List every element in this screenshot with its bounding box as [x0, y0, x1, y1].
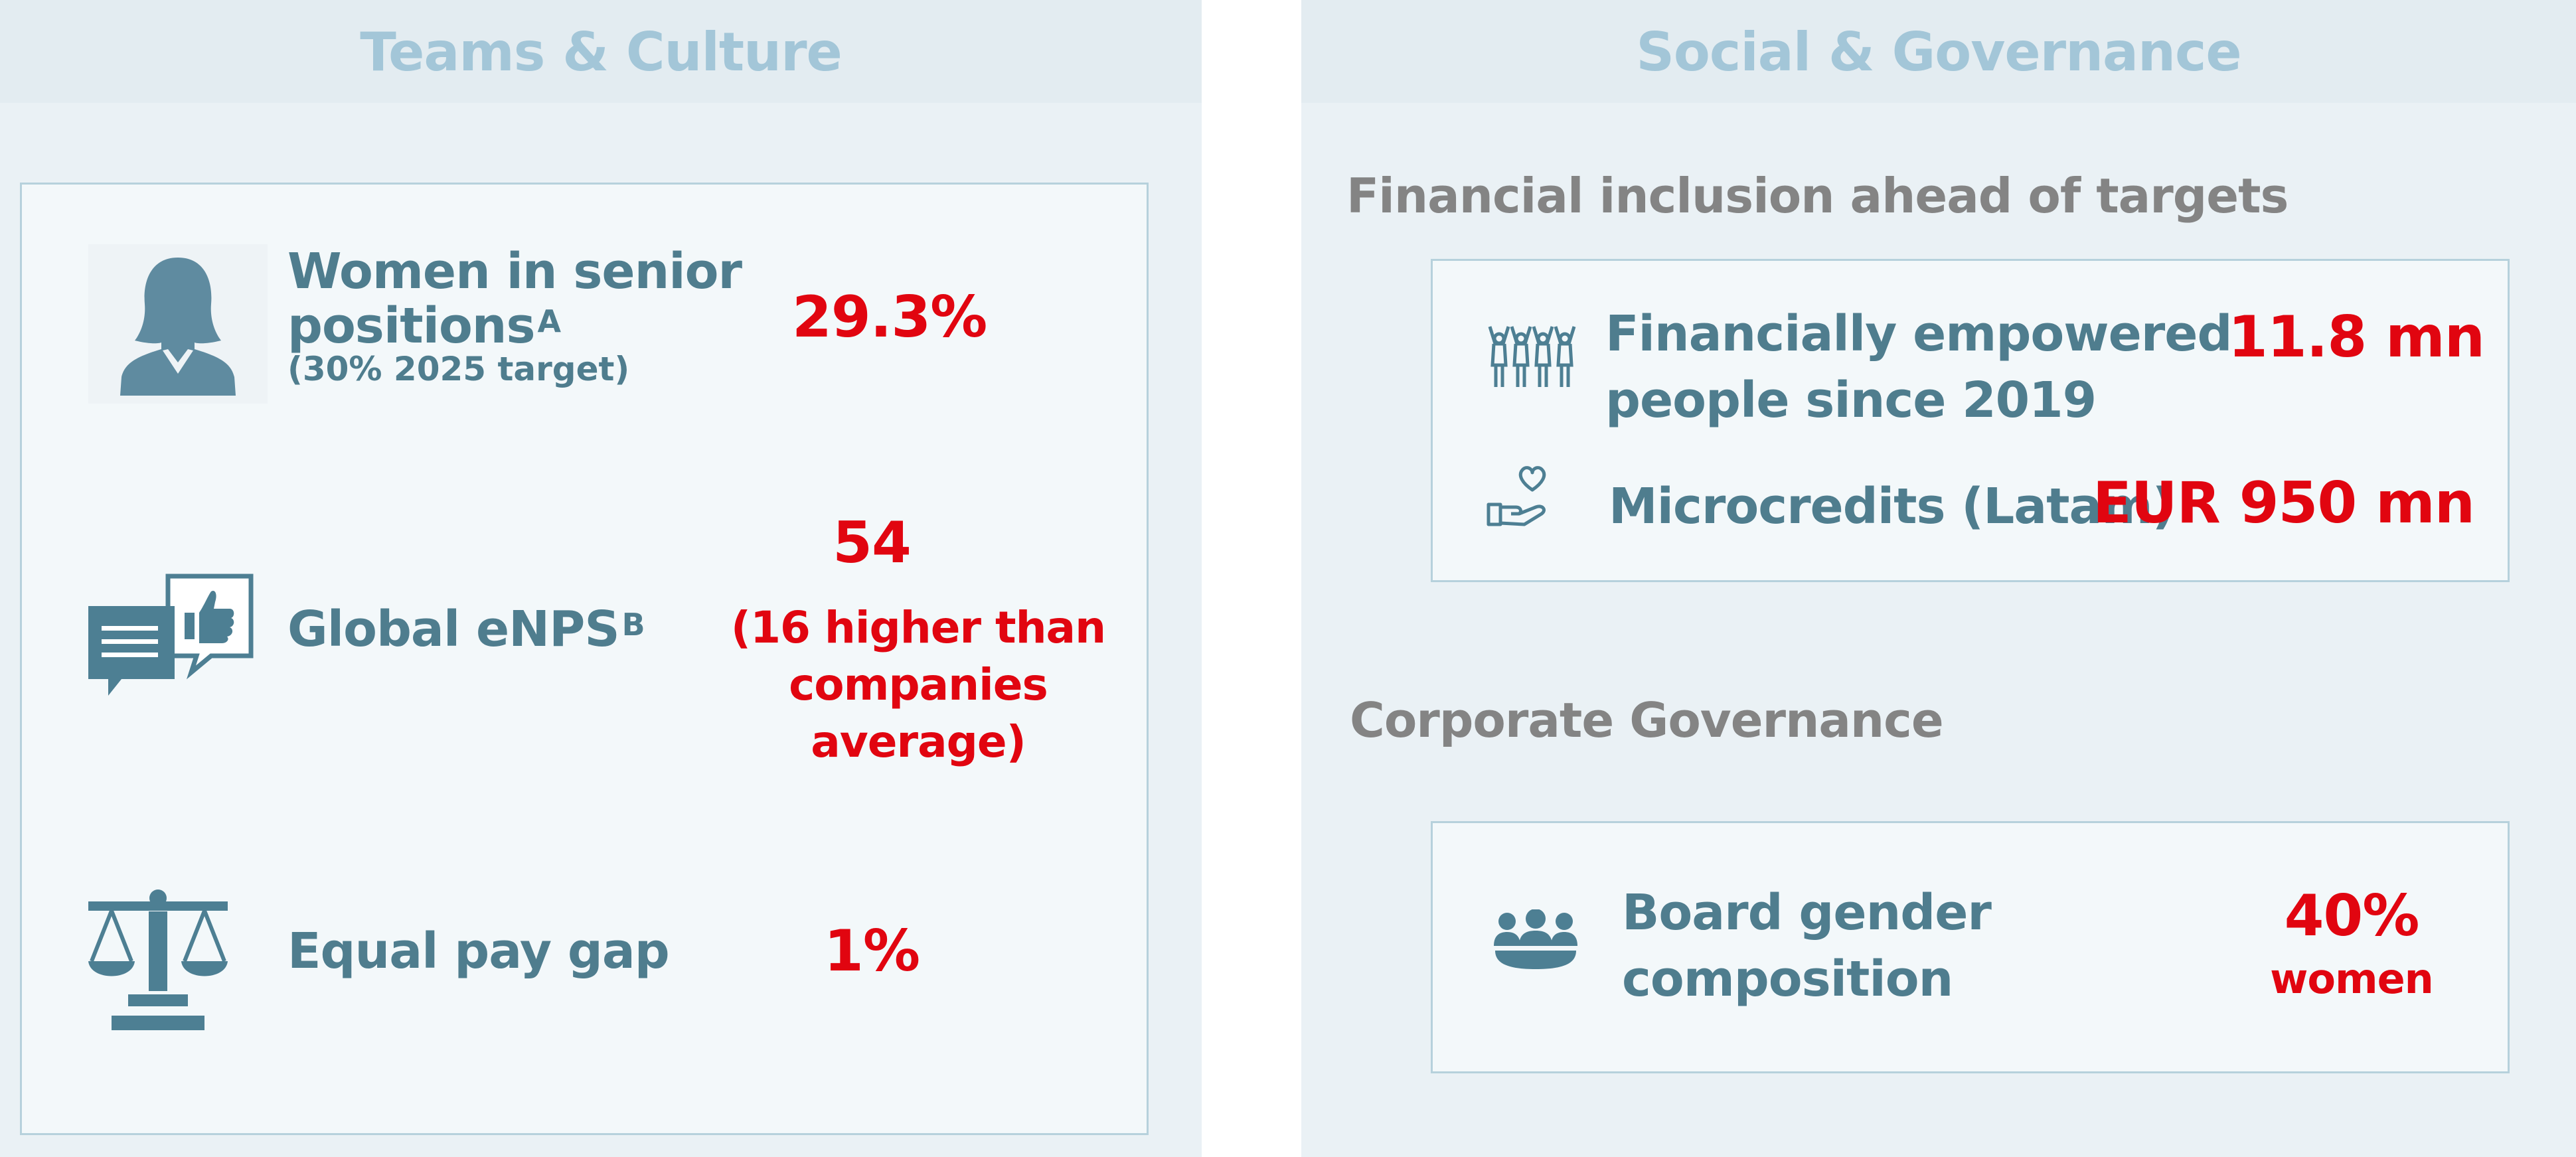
board-gender-line2: composition — [1622, 951, 1953, 1008]
scales-icon — [88, 889, 228, 1030]
enps-superscript: B — [621, 607, 645, 643]
financial-inclusion-title: Financial inclusion ahead of targets — [1346, 168, 2289, 224]
women-senior-superscript: A — [537, 303, 562, 340]
board-gender-label: Board gender composition — [1622, 880, 1992, 1012]
teams-culture-title: Teams & Culture — [0, 0, 1202, 103]
women-senior-value: 29.3% — [792, 284, 987, 350]
teams-culture-box: Women in senior positionsA (30% 2025 tar… — [20, 183, 1149, 1135]
microcredits-value: EUR 950 mn — [2092, 470, 2475, 536]
financially-empowered-label: Financially empowered people since 2019 — [1605, 301, 2232, 433]
board-gender-line1: Board gender — [1622, 884, 1992, 941]
equal-pay-value: 1% — [823, 918, 920, 984]
women-senior-label: Women in senior positionsA — [287, 244, 742, 353]
financially-empowered-line2: people since 2019 — [1605, 372, 2097, 429]
board-gender-value-note: women — [2270, 955, 2434, 1003]
enps-value-note: (16 higher than companies average) — [692, 599, 1144, 771]
corporate-governance-title: Corporate Governance — [1350, 692, 1944, 748]
enps-value: 54 — [833, 510, 912, 576]
board-gender-value: 40% — [2284, 883, 2420, 949]
speech-thumbs-up-icon — [88, 574, 254, 696]
enps-label-text: Global eNPS — [287, 601, 620, 658]
corporate-governance-box: Board gender composition 40% women — [1431, 821, 2510, 1073]
group-meeting-icon — [1494, 909, 1577, 969]
social-governance-panel: Social & Governance Financial inclusion … — [1301, 0, 2576, 1157]
financially-empowered-value: 11.8 mn — [2228, 304, 2485, 370]
equal-pay-label: Equal pay gap — [287, 923, 670, 980]
enps-value-note-line2: companies average) — [789, 659, 1048, 767]
women-senior-label-line2: positions — [287, 297, 536, 354]
financially-empowered-line1: Financially empowered — [1605, 305, 2232, 362]
financial-inclusion-box: Financially empowered people since 2019 … — [1431, 259, 2510, 582]
heart-hand-icon — [1487, 466, 1546, 526]
enps-label: Global eNPSB — [287, 599, 645, 659]
enps-value-note-line1: (16 higher than — [730, 602, 1106, 653]
teams-culture-panel: Teams & Culture Women in senior position… — [0, 0, 1202, 1157]
social-governance-title: Social & Governance — [1301, 0, 2576, 103]
women-senior-label-line1: Women in senior — [287, 243, 742, 300]
women-senior-note: (30% 2025 target) — [287, 350, 630, 388]
woman-icon — [88, 244, 268, 404]
microcredits-label: Microcredits (Latam) — [1609, 478, 2174, 535]
people-raising-hands-icon — [1488, 326, 1576, 387]
